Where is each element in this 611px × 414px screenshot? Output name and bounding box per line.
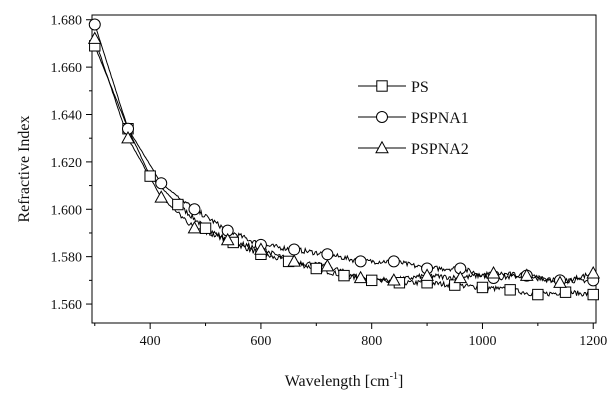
data-point-pspna2 [353,270,368,284]
data-point-pspna2 [320,258,335,272]
x-tick-label: 600 [250,334,271,349]
data-point-ps [587,288,599,301]
series-line-pspna2 [94,38,594,287]
data-point-pspna1 [321,248,334,261]
data-point-pspna2 [387,273,401,286]
y-axis-label: Refractive Index [16,115,33,222]
data-point-ps [532,288,544,301]
x-axis-label-superscript: -1 [390,371,398,382]
data-point-pspna2 [586,266,601,279]
data-point-pspna2 [453,270,468,284]
data-point-pspna1 [88,18,101,31]
legend-marker-ps [376,80,388,92]
data-point-pspna1 [188,203,201,216]
data-point-ps [338,269,350,282]
x-tick-label: 1200 [579,334,607,349]
ticks: 400 600 800 1000 1200 1.560 1.580 1.600 1.620 1.6… [51,14,608,349]
x-tick-label: 1000 [468,334,496,349]
y-tick-label: 1.560 [51,298,83,313]
legend-label: PSPNA1 [411,110,469,127]
legend-marker-pspna2 [375,140,389,154]
data-point-pspna2 [553,275,567,288]
x-axis-label: Wavelength [cm-1] [285,371,404,390]
x-tick-label: 800 [361,334,382,349]
y-tick-label: 1.680 [51,14,83,29]
data-point-pspna1 [354,255,367,268]
data-point-ps [310,262,323,275]
plot-frame [91,14,597,324]
data-point-pspna1 [288,243,301,256]
data-point-ps [449,279,461,291]
y-tick-label: 1.660 [51,61,83,76]
data-point-ps [144,170,156,182]
x-tick-label: 400 [140,334,161,349]
data-point-ps [199,222,212,234]
data-point-pspna2 [220,232,235,246]
y-tick-label: 1.600 [51,203,83,218]
y-tick-label: 1.640 [51,109,83,124]
x-axis-label-main: Wavelength [cm [285,373,390,390]
legend-marker-pspna1 [376,111,388,123]
data-point-ps [504,284,516,296]
data-point-ps [172,198,184,211]
data-point-pspna2 [87,31,102,44]
data-point-ps [365,274,378,287]
legend-label: PS [411,79,429,96]
series-lines [94,24,594,297]
y-tick-label: 1.580 [51,251,83,266]
series-markers [87,18,601,301]
x-axis-label-suffix: ] [398,373,403,390]
data-point-pspna2 [287,254,301,267]
y-tick-label: 1.620 [51,156,83,171]
data-point-pspna2 [486,266,501,279]
series-line-pspna1 [94,24,594,284]
data-point-ps [559,286,572,298]
data-point-pspna1 [387,255,400,268]
legend: PS PSPNA1 PSPNA2 [358,79,469,158]
data-point-pspna2 [519,268,534,281]
data-point-pspna2 [254,242,268,255]
data-point-pspna2 [187,220,202,234]
data-point-pspna2 [121,130,135,144]
data-point-pspna2 [154,190,169,203]
data-point-ps [476,281,489,294]
legend-label: PSPNA2 [411,141,469,158]
data-point-pspna1 [155,177,168,190]
data-point-pspna2 [420,268,434,281]
